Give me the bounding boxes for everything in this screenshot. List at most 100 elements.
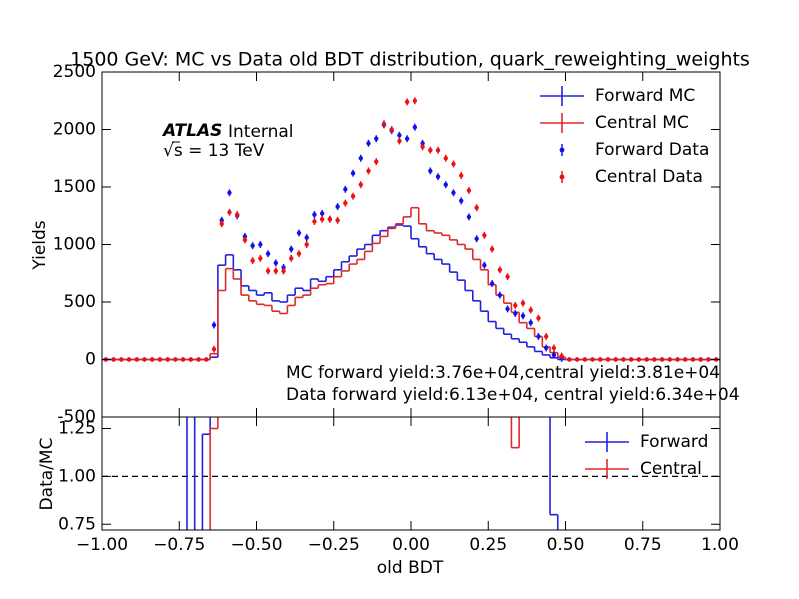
data-point xyxy=(196,357,201,362)
data-point xyxy=(482,233,487,238)
data-point xyxy=(520,300,526,306)
data-point xyxy=(628,357,634,362)
data-point xyxy=(466,214,472,220)
data-point xyxy=(482,263,487,268)
data-point xyxy=(211,322,217,328)
data-point xyxy=(598,357,603,362)
data-point xyxy=(582,357,588,362)
data-point xyxy=(304,242,309,247)
data-point xyxy=(258,242,263,247)
data-point xyxy=(435,174,441,179)
data-point xyxy=(126,357,132,362)
data-point xyxy=(350,171,356,176)
data-point xyxy=(312,219,317,224)
data-point xyxy=(227,210,232,215)
data-point xyxy=(605,357,611,362)
data-point xyxy=(150,357,155,362)
data-point xyxy=(350,194,356,199)
plot-area xyxy=(102,417,720,530)
x-tick-label: −1.00 xyxy=(76,535,128,555)
data-point xyxy=(528,307,533,313)
data-point xyxy=(327,217,333,222)
data-point xyxy=(188,357,194,362)
legend-label: Central MC xyxy=(595,113,689,133)
data-point xyxy=(497,292,503,298)
data-point xyxy=(412,125,418,130)
data-point xyxy=(659,357,665,362)
data-point xyxy=(443,182,448,187)
data-point xyxy=(366,141,371,146)
data-point xyxy=(513,303,518,308)
data-point xyxy=(520,313,526,318)
legend-label: Forward MC xyxy=(595,86,695,106)
energy-label: √s = 13 TeV xyxy=(163,141,265,161)
data-point xyxy=(119,357,124,362)
data-point xyxy=(706,357,711,362)
data-point xyxy=(312,212,317,217)
data-point xyxy=(451,161,456,167)
data-point xyxy=(698,357,703,362)
data-point xyxy=(559,353,564,359)
data-point xyxy=(227,190,232,195)
data-point xyxy=(675,357,680,362)
data-point xyxy=(489,246,495,252)
data-point xyxy=(204,357,209,362)
data-point xyxy=(621,357,626,362)
data-point xyxy=(250,258,255,263)
data-point xyxy=(343,187,348,192)
x-tick-label: 0.75 xyxy=(624,535,662,555)
data-point xyxy=(374,136,379,141)
data-point xyxy=(265,251,271,256)
data-point xyxy=(435,148,441,153)
data-point xyxy=(536,315,541,321)
data-point xyxy=(296,230,302,236)
data-point xyxy=(459,173,464,178)
data-point xyxy=(397,138,402,144)
data-point xyxy=(451,190,456,195)
data-yield-annotation: Data forward yield:6.13e+04, central yie… xyxy=(286,385,740,405)
y-tick-label: 1000 xyxy=(53,235,96,255)
y-tick-label: 2000 xyxy=(53,120,96,140)
data-point xyxy=(528,320,533,325)
data-point xyxy=(366,168,371,174)
data-point xyxy=(443,156,448,161)
data-point xyxy=(219,221,224,226)
data-point xyxy=(497,267,503,272)
data-point xyxy=(420,144,425,149)
legend-label: Central xyxy=(640,459,702,479)
data-point xyxy=(551,352,557,358)
y-tick-label: 1500 xyxy=(53,177,96,197)
data-point xyxy=(250,243,255,248)
data-point xyxy=(690,357,696,362)
data-point xyxy=(428,168,433,174)
data-point xyxy=(652,357,657,362)
legend-point xyxy=(559,147,565,153)
legend-point xyxy=(559,174,565,180)
y-tick-label: 0 xyxy=(85,350,96,370)
y-tick-label: -500 xyxy=(57,407,96,427)
y-axis-label: Yields xyxy=(30,220,50,270)
data-point xyxy=(397,133,402,138)
data-point xyxy=(683,357,688,362)
data-point xyxy=(289,246,294,252)
data-point xyxy=(466,188,472,193)
data-point xyxy=(273,260,279,266)
data-point xyxy=(165,357,170,362)
data-point xyxy=(281,268,286,274)
data-point xyxy=(543,334,549,339)
data-point xyxy=(289,256,294,261)
data-point xyxy=(265,268,271,274)
y-tick-label: 2500 xyxy=(53,62,96,82)
x-tick-label: −0.75 xyxy=(153,535,205,555)
data-point xyxy=(374,159,379,164)
data-point xyxy=(381,121,387,126)
data-point xyxy=(142,357,147,362)
x-axis-label: old BDT xyxy=(377,558,444,578)
data-point xyxy=(613,357,618,362)
data-point xyxy=(358,182,363,187)
x-tick-label: 0.25 xyxy=(469,535,507,555)
data-point xyxy=(459,198,464,203)
data-point xyxy=(234,212,240,217)
data-point xyxy=(543,345,549,351)
